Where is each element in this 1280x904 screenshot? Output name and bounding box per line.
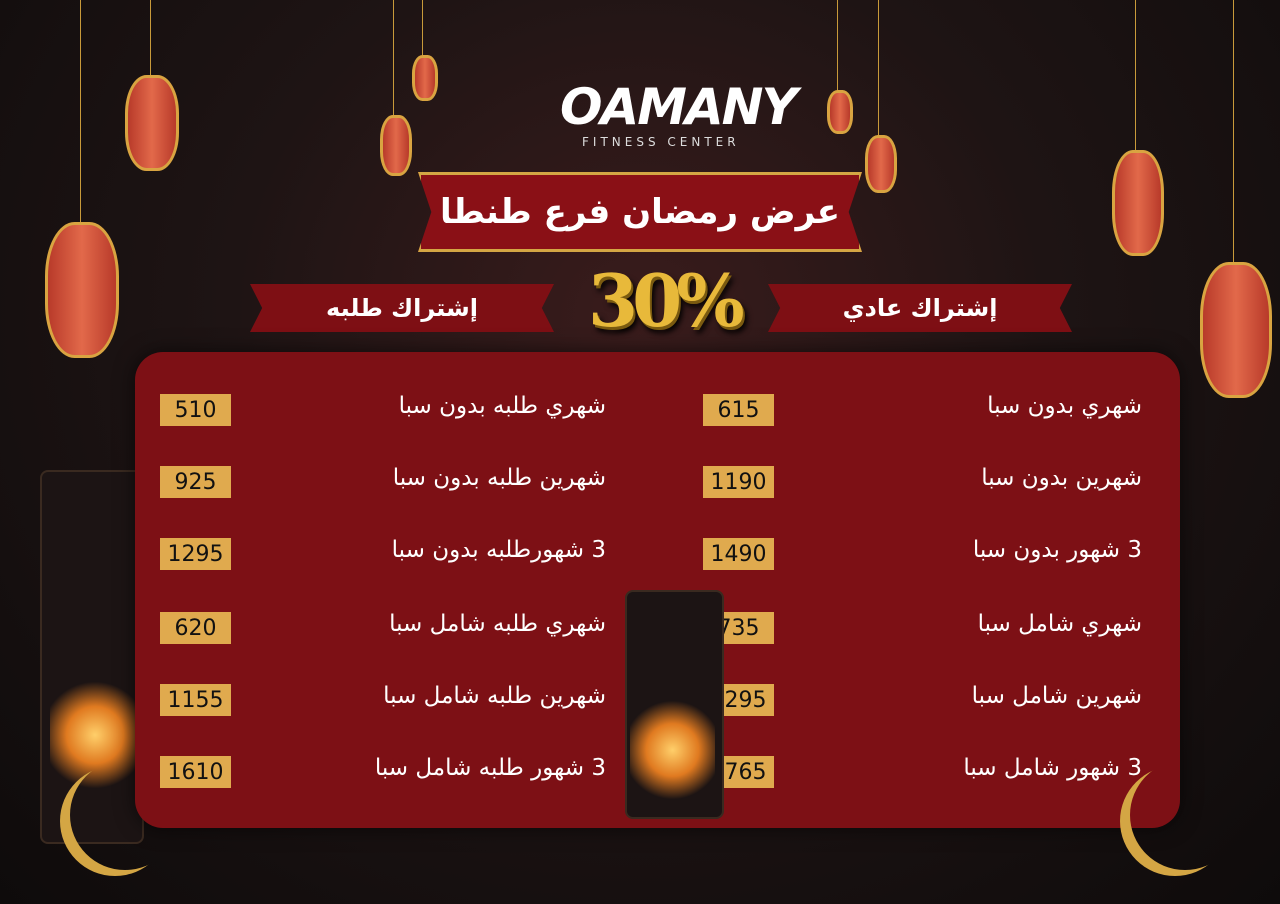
student-price: 925	[160, 466, 231, 498]
regular-plan-label: 3 شهور بدون سبا	[972, 537, 1142, 563]
logo-wordmark: OAMANY	[560, 78, 798, 136]
regular-plan-label: شهرين شامل سبا	[971, 683, 1142, 709]
regular-heading-ribbon: إشتراك عادي	[768, 284, 1072, 332]
regular-heading: إشتراك عادي	[842, 294, 998, 322]
lantern-glow	[50, 680, 140, 790]
lantern-icon	[865, 135, 897, 193]
student-price: 1610	[160, 756, 231, 788]
regular-price: 1190	[703, 466, 774, 498]
lantern-string	[878, 0, 879, 135]
lantern-icon	[1112, 150, 1164, 256]
regular-plan-label: شهرين بدون سبا	[981, 465, 1142, 491]
student-plan-label: 3 شهور طلبه شامل سبا	[374, 755, 606, 781]
lantern-string	[1233, 0, 1234, 262]
lantern-string	[1135, 0, 1136, 150]
student-heading-ribbon: إشتراك طلبه	[250, 284, 554, 332]
regular-plan-label: شهري شامل سبا	[977, 611, 1142, 637]
lantern-icon	[827, 90, 853, 134]
regular-plan-label: 3 شهور شامل سبا	[963, 755, 1142, 781]
lantern-string	[393, 0, 394, 115]
title-banner: عرض رمضان فرع طنطا	[418, 172, 862, 252]
lantern-icon	[412, 55, 438, 101]
student-plan-label: شهرين طلبه شامل سبا	[383, 683, 606, 709]
student-plan-label: شهرين طلبه بدون سبا	[392, 465, 606, 491]
lantern-icon	[380, 115, 412, 176]
student-plan-label: شهري طلبه بدون سبا	[398, 393, 606, 419]
regular-price: 615	[703, 394, 774, 426]
regular-plan-label: شهري بدون سبا	[987, 393, 1142, 419]
student-plan-label: شهري طلبه شامل سبا	[389, 611, 606, 637]
logo: OAMANY FITNESS CENTER	[530, 40, 798, 155]
student-price: 1295	[160, 538, 231, 570]
page-title: عرض رمضان فرع طنطا	[440, 192, 840, 232]
lantern-string	[837, 0, 838, 90]
lantern-icon	[125, 75, 179, 171]
lantern-string	[80, 0, 81, 222]
regular-price: 1490	[703, 538, 774, 570]
student-price: 510	[160, 394, 231, 426]
discount-badge: 30%	[588, 258, 745, 343]
student-price: 620	[160, 612, 231, 644]
lantern-icon	[45, 222, 119, 358]
crescent-icon	[1130, 760, 1240, 870]
lantern-icon	[1200, 262, 1272, 398]
student-heading: إشتراك طلبه	[326, 294, 478, 322]
lantern-string	[150, 0, 151, 75]
student-price: 1155	[160, 684, 231, 716]
lantern-glow	[630, 700, 715, 800]
lantern-string	[422, 0, 423, 55]
student-plan-label: 3 شهورطلبه بدون سبا	[391, 537, 606, 563]
logo-subtitle: FITNESS CENTER	[582, 135, 740, 149]
